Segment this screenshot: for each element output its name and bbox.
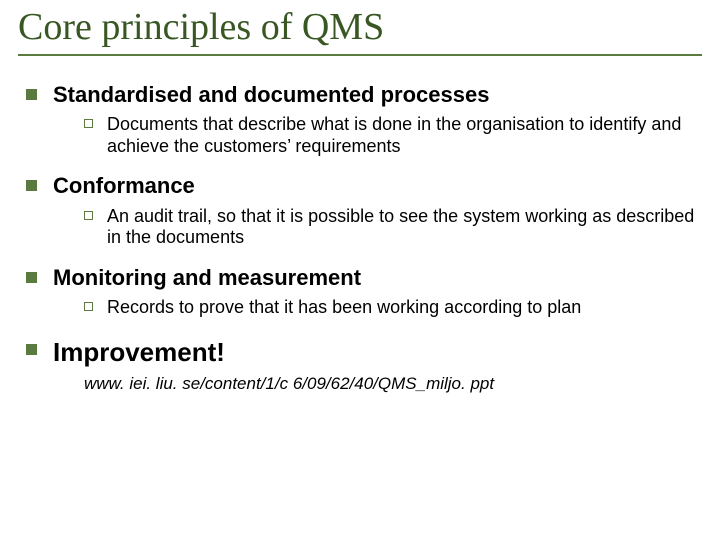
lvl2-text: Records to prove that it has been workin… <box>107 297 581 319</box>
open-square-bullet-icon <box>84 119 93 128</box>
square-bullet-icon <box>26 180 37 191</box>
bullet-lvl1: Conformance <box>26 173 700 199</box>
bullet-lvl1-emphasis: Improvement! <box>26 337 700 368</box>
bullet-lvl2: An audit trail, so that it is possible t… <box>84 206 700 249</box>
slide-title: Core principles of QMS <box>18 8 702 48</box>
square-bullet-icon <box>26 344 37 355</box>
lvl1-text: Conformance <box>53 173 195 199</box>
bullet-lvl2: Records to prove that it has been workin… <box>84 297 700 319</box>
square-bullet-icon <box>26 272 37 283</box>
bullet-lvl1: Monitoring and measurement <box>26 265 700 291</box>
open-square-bullet-icon <box>84 302 93 311</box>
lvl1-text-emphasis: Improvement! <box>53 337 225 368</box>
lvl2-text: An audit trail, so that it is possible t… <box>107 206 700 249</box>
slide: Core principles of QMS Standardised and … <box>0 0 720 540</box>
open-square-bullet-icon <box>84 211 93 220</box>
slide-body: Standardised and documented processes Do… <box>18 82 702 395</box>
lvl1-text: Monitoring and measurement <box>53 265 361 291</box>
title-rule: Core principles of QMS <box>18 8 702 56</box>
lvl1-text: Standardised and documented processes <box>53 82 489 108</box>
bullet-lvl1: Standardised and documented processes <box>26 82 700 108</box>
source-line: www. iei. liu. se/content/1/c 6/09/62/40… <box>84 374 700 394</box>
bullet-lvl2: Documents that describe what is done in … <box>84 114 700 157</box>
lvl2-text: Documents that describe what is done in … <box>107 114 700 157</box>
square-bullet-icon <box>26 89 37 100</box>
